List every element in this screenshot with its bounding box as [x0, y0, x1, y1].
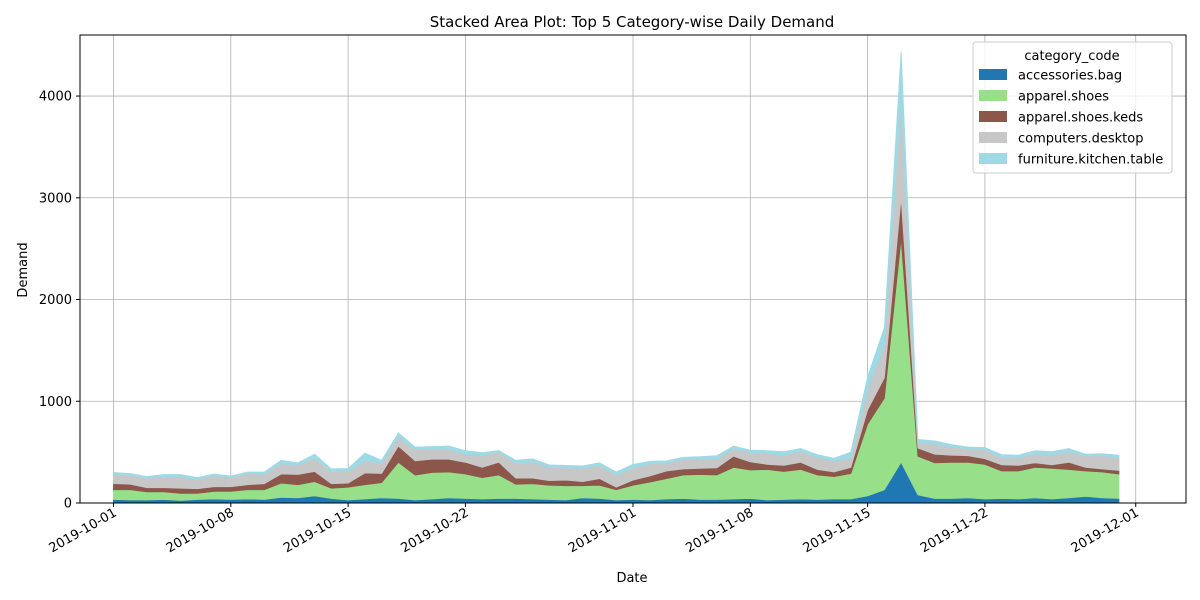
- legend: category_code accessories.bag apparel.sho…: [972, 41, 1173, 174]
- y-tick-label: 3000: [39, 191, 72, 206]
- y-axis-ticks: 0 1000 2000 3000 4000: [39, 90, 80, 512]
- legend-swatch: [979, 90, 1007, 101]
- x-tick-label: 2019-10-01: [47, 505, 120, 556]
- legend-label: apparel.shoes: [1018, 90, 1109, 105]
- legend-swatch: [979, 111, 1007, 122]
- x-tick-label: 2019-10-08: [164, 505, 237, 556]
- legend-swatch: [979, 69, 1007, 80]
- x-axis-ticks: 2019-10-01 2019-10-08 2019-10-15 2019-10-22…: [47, 503, 1142, 556]
- legend-swatch: [979, 132, 1007, 143]
- chart-title: Stacked Area Plot: Top 5 Category-wise D…: [430, 13, 835, 31]
- x-tick-label: 2019-11-22: [918, 505, 991, 556]
- x-tick-label: 2019-10-15: [281, 505, 354, 556]
- area-furniture-kitchen-table: [113, 51, 1120, 481]
- x-tick-label: 2019-11-15: [801, 505, 874, 556]
- legend-label: furniture.kitchen.table: [1018, 153, 1163, 168]
- y-axis-label: Demand: [16, 242, 31, 297]
- x-axis-label: Date: [616, 571, 647, 586]
- y-tick-label: 2000: [39, 293, 72, 308]
- area-series-group: [113, 51, 1120, 504]
- legend-label: apparel.shoes.keds: [1018, 111, 1143, 126]
- legend-label: computers.desktop: [1018, 132, 1143, 147]
- y-tick-label: 1000: [39, 395, 72, 410]
- x-tick-label: 2019-11-08: [683, 505, 756, 556]
- x-tick-label: 2019-12-01: [1069, 505, 1142, 556]
- legend-title: category_code: [1024, 49, 1119, 64]
- y-tick-label: 0: [64, 497, 72, 512]
- x-tick-label: 2019-11-01: [566, 505, 639, 556]
- legend-swatch: [979, 153, 1007, 164]
- grid-lines: [80, 35, 1186, 504]
- y-tick-label: 4000: [39, 90, 72, 105]
- legend-label: accessories.bag: [1018, 69, 1122, 84]
- x-tick-label: 2019-10-22: [398, 505, 471, 556]
- legend-box: [972, 41, 1173, 174]
